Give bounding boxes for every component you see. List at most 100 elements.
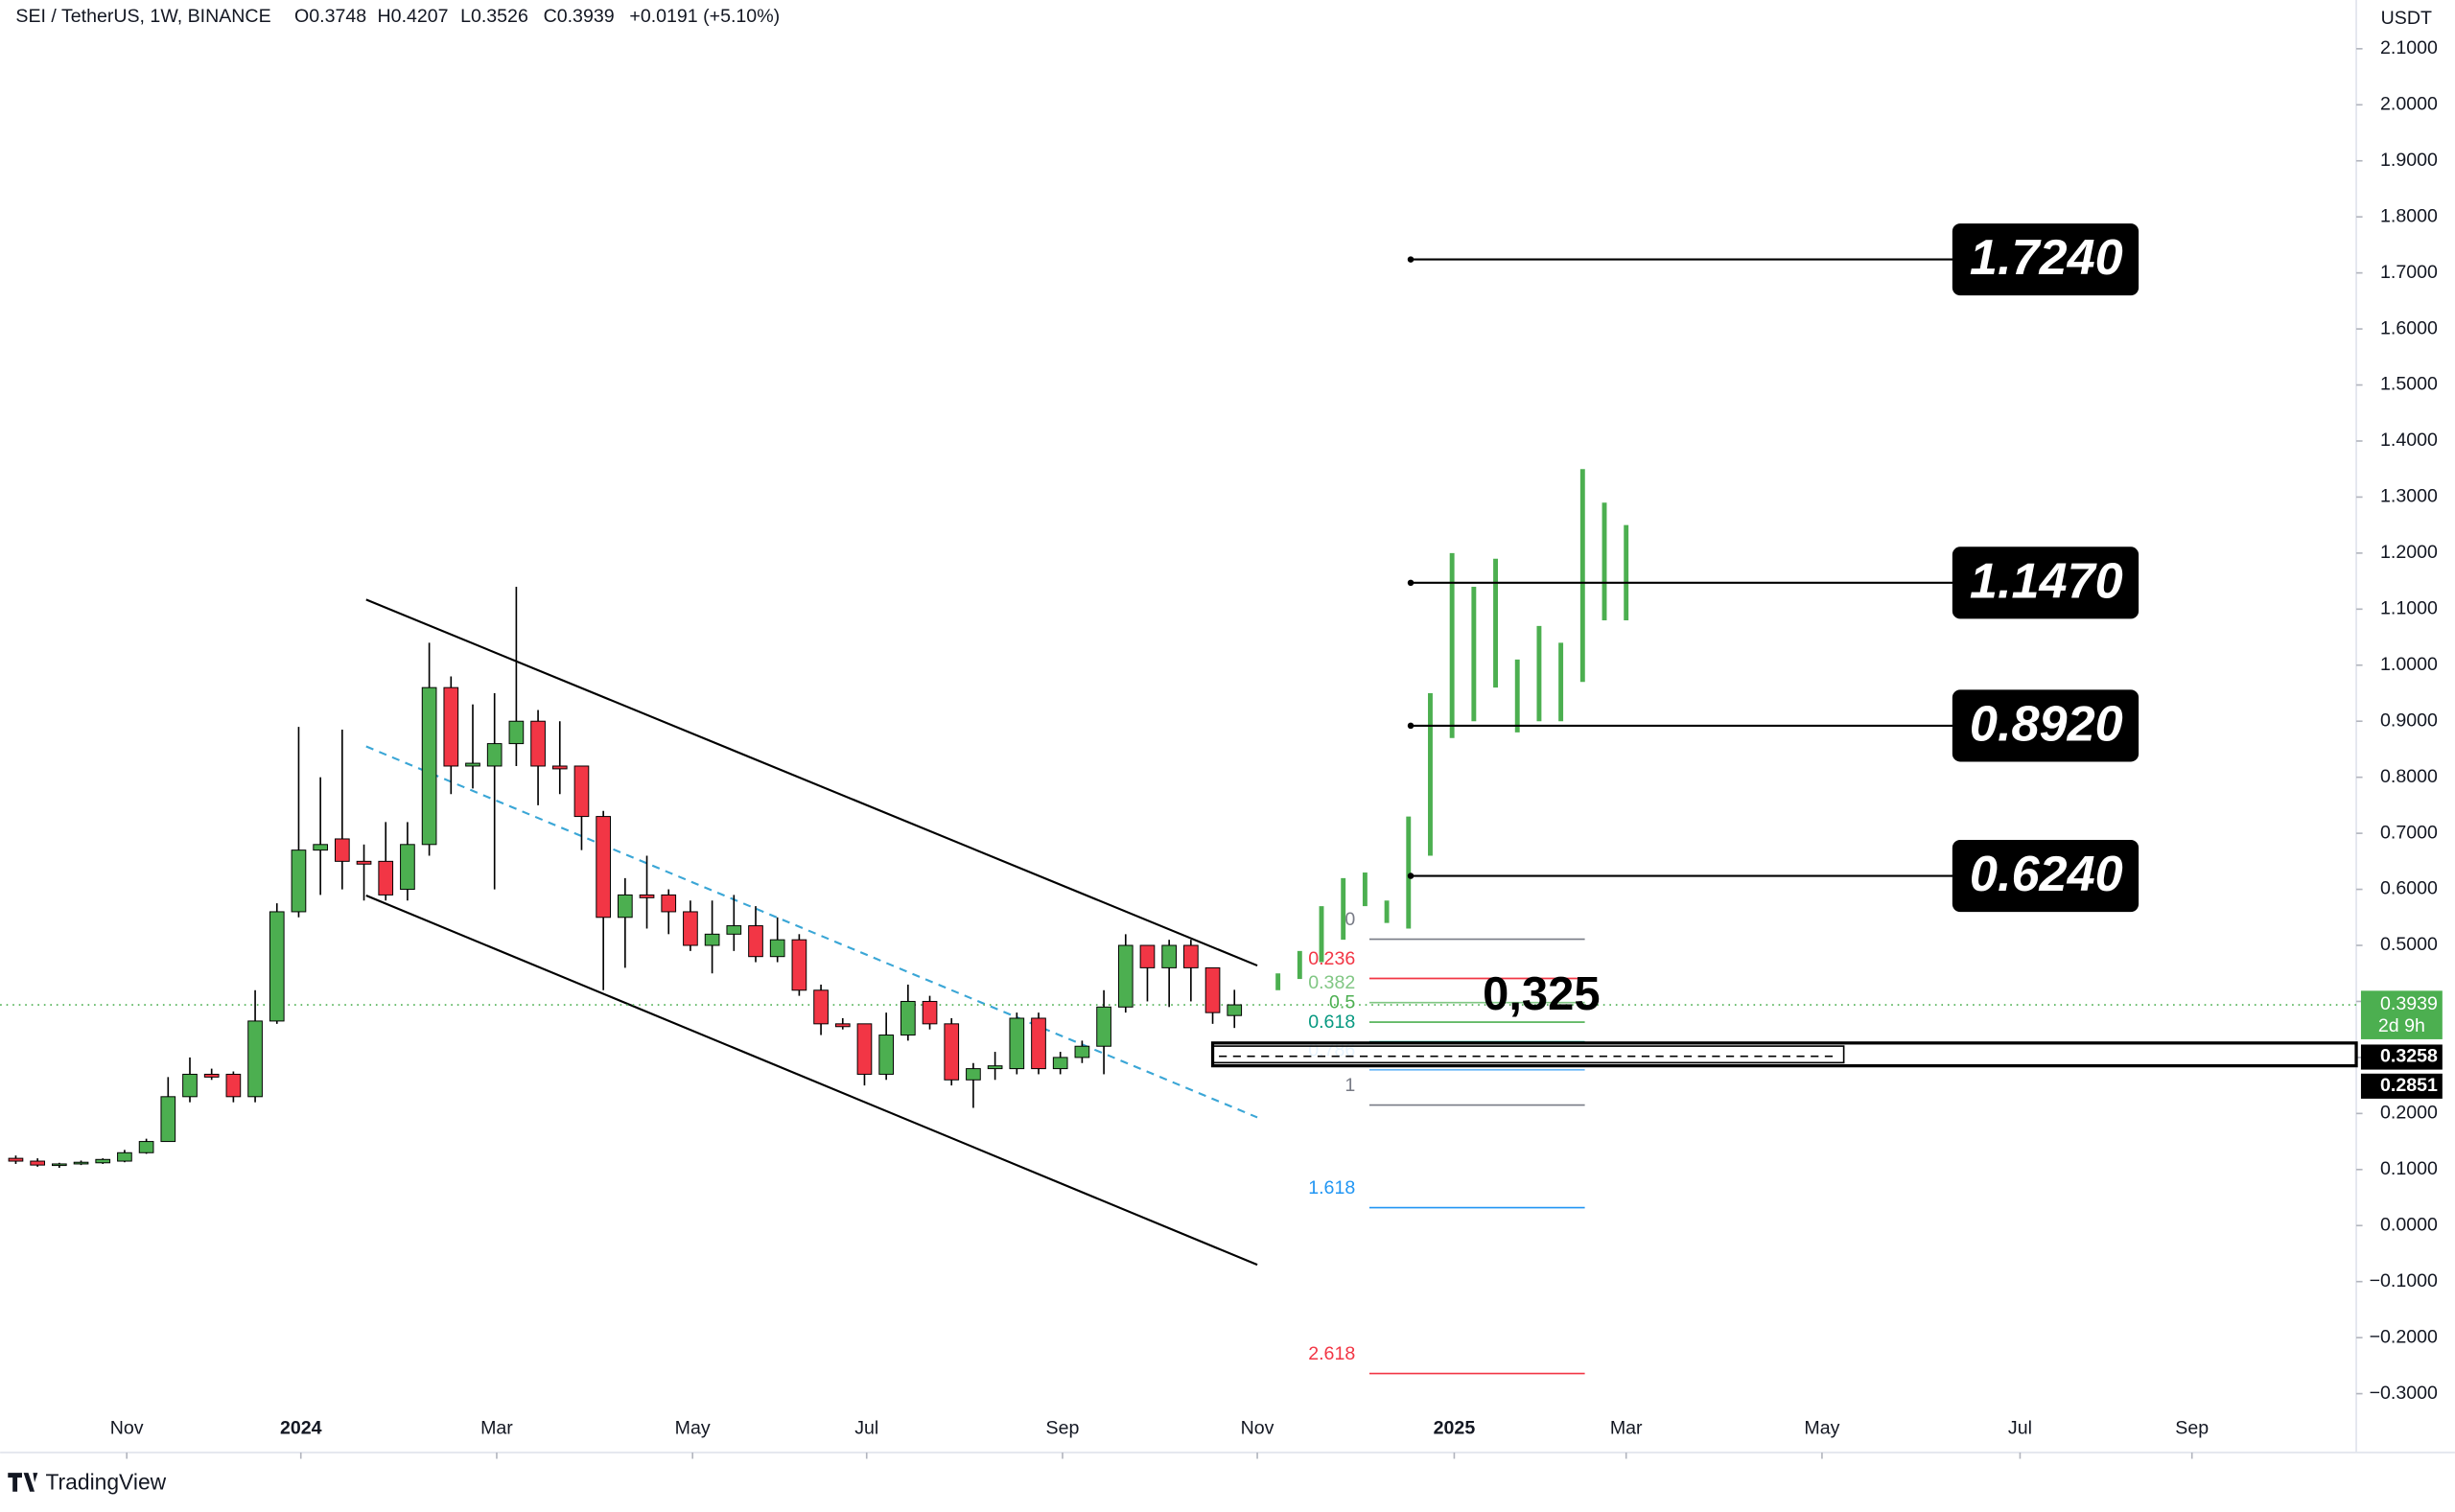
- candle-body: [486, 743, 503, 767]
- candle-body: [378, 860, 394, 896]
- candle-body: [443, 686, 459, 767]
- x-tick-label: 2025: [1434, 1418, 1476, 1439]
- fib-label: 0.5: [1329, 992, 1355, 1013]
- y-tick-label: 0.8000: [2380, 766, 2438, 787]
- y-tick-label: 0.7000: [2380, 822, 2438, 843]
- target-box: [1952, 839, 2139, 913]
- candle-body: [52, 1163, 67, 1167]
- y-tick-label: 1.3000: [2380, 486, 2438, 507]
- x-tick-label: Jul: [2008, 1418, 2032, 1439]
- candle-body: [203, 1073, 220, 1078]
- candle-body: [1052, 1057, 1068, 1070]
- candle-body: [813, 989, 829, 1025]
- zone-price-tag: [2360, 1044, 2443, 1070]
- candle-body: [900, 1000, 916, 1036]
- y-tick-label: 1.0000: [2380, 654, 2438, 675]
- candle-body: [1204, 966, 1221, 1013]
- fib-label: 1: [1344, 1075, 1355, 1096]
- countdown: 2d 9h: [2378, 1015, 2425, 1036]
- zone-price-label: 0.3258: [2380, 1046, 2438, 1067]
- candle-body: [225, 1073, 242, 1098]
- ohlc-value: H0.4207: [378, 6, 449, 27]
- candle-body: [769, 939, 785, 958]
- y-tick-label: 0.5000: [2380, 934, 2438, 955]
- x-tick-label: May: [675, 1418, 711, 1439]
- x-tick-label: 2024: [280, 1418, 322, 1439]
- candle-body: [834, 1023, 851, 1028]
- candle-body: [421, 686, 437, 846]
- target-dot: [1407, 722, 1415, 730]
- y-tick-label: 2.1000: [2380, 37, 2438, 58]
- candle-body: [573, 765, 590, 818]
- candle-body: [1009, 1017, 1025, 1070]
- fib-label: 0.618: [1308, 1012, 1355, 1033]
- x-tick-label: Mar: [480, 1418, 513, 1439]
- candle-body: [987, 1065, 1003, 1070]
- target-dot: [1407, 256, 1415, 263]
- candle-body: [400, 844, 415, 891]
- last-price-label: 0.3939: [2380, 993, 2438, 1014]
- candle-body: [748, 925, 763, 958]
- y-tick-label: −0.3000: [2370, 1383, 2438, 1404]
- candle-body: [639, 894, 655, 898]
- x-tick-label: Sep: [2175, 1418, 2209, 1439]
- candle-body: [1227, 1004, 1243, 1016]
- y-tick-label: 1.1000: [2380, 597, 2438, 618]
- y-tick-label: 0.9000: [2380, 709, 2438, 731]
- target-dot: [1407, 579, 1415, 587]
- annotation: 0,325: [1483, 968, 1601, 1020]
- y-tick-label: 0.0000: [2380, 1214, 2438, 1235]
- candle-body: [182, 1073, 198, 1098]
- fib-label: 2.618: [1308, 1343, 1355, 1364]
- target-box: [1952, 547, 2139, 619]
- candle-body: [1096, 1006, 1111, 1047]
- y-tick-label: 1.7000: [2380, 262, 2438, 283]
- target-dot: [1407, 872, 1415, 879]
- candle-body: [8, 1157, 24, 1162]
- ohlc-value: C0.3939: [544, 6, 615, 27]
- y-tick-label: 0.6000: [2380, 878, 2438, 899]
- candle-body: [291, 849, 307, 913]
- candle-body: [508, 720, 525, 745]
- candle-body: [1161, 944, 1177, 968]
- target-label: 1.1470: [1970, 553, 2123, 609]
- candle-body: [95, 1158, 111, 1164]
- change: +0.0191 (+5.10%): [629, 6, 780, 27]
- fib-label: 1.618: [1308, 1177, 1355, 1198]
- candle-body: [138, 1141, 154, 1153]
- brand: TradingView: [45, 1470, 166, 1495]
- ohlc-legend: O0.3748 H0.4207 L0.3526 C0.3939 +0.0191 (+5.…: [294, 6, 780, 27]
- candle-body: [1031, 1017, 1046, 1070]
- candle-body: [73, 1161, 89, 1165]
- candle-body: [1139, 944, 1156, 968]
- candle-body: [618, 894, 633, 919]
- candle-body: [551, 765, 568, 770]
- x-tick-label: Nov: [1241, 1418, 1274, 1439]
- x-tick-label: May: [1804, 1418, 1839, 1439]
- candle-body: [922, 1000, 938, 1025]
- candle-body: [944, 1023, 960, 1081]
- candle-body: [313, 844, 328, 851]
- candle-body: [465, 762, 480, 767]
- y-tick-label: 1.4000: [2380, 430, 2438, 451]
- candle-body: [1183, 944, 1199, 968]
- fib-label: 0: [1344, 909, 1355, 930]
- candle-body: [856, 1023, 873, 1075]
- y-tick-label: −0.1000: [2370, 1270, 2438, 1291]
- y-tick-label: −0.2000: [2370, 1326, 2438, 1347]
- y-tick-label: 1.5000: [2380, 374, 2438, 395]
- candle-body: [596, 816, 611, 919]
- fib-label: 0.382: [1308, 972, 1355, 993]
- y-tick-label: 2.0000: [2380, 93, 2438, 114]
- candle-body: [966, 1068, 981, 1081]
- target-label: 1.7240: [1970, 230, 2123, 286]
- y-tick-label: 0.2000: [2380, 1103, 2438, 1124]
- candle-body: [661, 894, 677, 913]
- last-price-tag: [2360, 990, 2443, 1039]
- candle-body: [30, 1160, 45, 1166]
- candle-body: [247, 1020, 263, 1098]
- candle-body: [1117, 944, 1134, 1008]
- x-tick-label: Jul: [854, 1418, 878, 1439]
